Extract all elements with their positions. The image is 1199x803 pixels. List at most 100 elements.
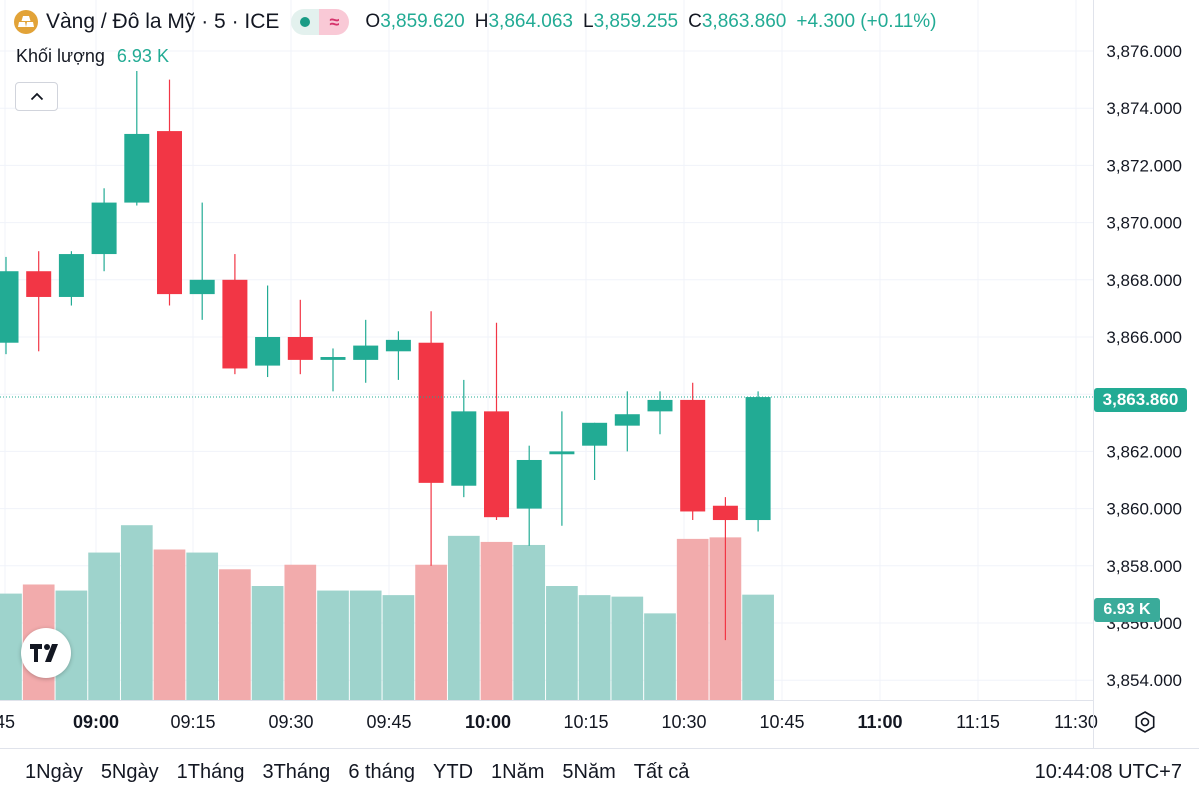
- volume-bar: [382, 595, 415, 700]
- candle-body: [614, 414, 640, 426]
- x-tick-label: 10:15: [563, 712, 608, 732]
- x-tick-label: 09:15: [170, 712, 215, 732]
- bottom-toolbar: 1Ngày 5Ngày 1Tháng 3Tháng 6 tháng YTD 1N…: [0, 748, 1199, 797]
- volume-value: 6.93 K: [116, 46, 169, 66]
- range-5d[interactable]: 5Ngày: [100, 761, 159, 783]
- volume-label: Khối lượng: [16, 46, 105, 66]
- volume-tag: 6.93 K: [1094, 598, 1160, 622]
- volume-bar: [480, 541, 513, 700]
- symbol-title[interactable]: Vàng / Đô la Mỹ · 5 · ICE: [46, 10, 280, 33]
- open-value: 3,859.620: [380, 11, 465, 32]
- candle-body: [26, 271, 52, 297]
- time-axis-border: [0, 700, 1093, 701]
- x-tick-label: 10:45: [759, 712, 804, 732]
- wave-icon: ≈: [319, 9, 350, 35]
- volume-bars: [0, 525, 774, 700]
- candle-body: [451, 411, 477, 486]
- x-tick-label: 45: [0, 712, 15, 732]
- candle-body: [58, 254, 84, 297]
- market-open-dot-icon: [291, 9, 320, 35]
- y-tick-label: 3,866.000: [1106, 328, 1182, 347]
- volume-bar: [0, 593, 22, 700]
- range-selector: 1Ngày 5Ngày 1Tháng 3Tháng 6 tháng YTD 1N…: [25, 761, 689, 784]
- candle-body: [189, 279, 215, 295]
- clock[interactable]: 10:44:08 UTC+7: [1034, 761, 1182, 783]
- symbol-header: Vàng / Đô la Mỹ · 5 · ICE ≈ O3,859.620 H…: [14, 6, 937, 38]
- volume-bar: [415, 564, 447, 700]
- close-value: 3,863.860: [701, 11, 787, 32]
- x-tick-label: 09:00: [73, 712, 119, 732]
- volume-bar: [644, 613, 676, 700]
- y-axis-ticks: 3,876.000 3,874.000 3,872.000 3,870.000 3,86…: [1106, 42, 1182, 690]
- candle-body: [255, 337, 281, 366]
- volume-bar: [186, 552, 219, 700]
- y-tick-label: 3,858.000: [1106, 557, 1182, 576]
- candle-body: [353, 345, 379, 360]
- candle-body: [124, 133, 150, 203]
- range-5y[interactable]: 5Năm: [562, 761, 616, 783]
- status-pill[interactable]: ≈: [291, 9, 350, 35]
- candle-body: [582, 422, 608, 446]
- x-tick-label: 10:30: [661, 712, 706, 732]
- x-tick-label: 10:00: [465, 712, 511, 732]
- volume-bar: [349, 590, 382, 700]
- open-label: O: [365, 11, 381, 32]
- candles: [0, 71, 771, 641]
- range-all[interactable]: Tất cả: [633, 761, 690, 783]
- y-tick-label: 3,874.000: [1106, 99, 1182, 118]
- x-tick-label: 11:15: [956, 712, 1000, 732]
- candle-body: [418, 342, 444, 483]
- tradingview-logo-icon[interactable]: [21, 628, 71, 678]
- low-label: L: [583, 11, 594, 32]
- volume-bar: [676, 538, 709, 700]
- volume-bar: [513, 544, 546, 700]
- candle-body: [287, 337, 313, 360]
- candle-body: [320, 357, 346, 360]
- y-tick-label: 3,854.000: [1106, 671, 1182, 690]
- range-6m[interactable]: 6 tháng: [348, 761, 416, 783]
- volume-bar: [88, 552, 120, 700]
- collapse-legend-button[interactable]: [15, 82, 58, 111]
- close-label: C: [688, 11, 702, 32]
- low-value: 3,859.255: [593, 11, 679, 32]
- change-value: +4.300 (+0.11%): [796, 11, 937, 32]
- candle-body: [549, 451, 575, 455]
- range-1y[interactable]: 1Năm: [491, 761, 545, 783]
- volume-bar: [611, 596, 644, 700]
- candle-body: [385, 339, 411, 352]
- settings-icon[interactable]: [1133, 710, 1157, 734]
- x-axis-ticks: 45 09:00 09:15 09:30 09:45 10:00 10:15 10:30 10:…: [0, 712, 1098, 732]
- volume-bar: [578, 595, 611, 700]
- volume-bar: [742, 594, 774, 700]
- volume-bar: [251, 586, 284, 700]
- volume-bar: [219, 569, 251, 700]
- range-3m[interactable]: 3Tháng: [262, 761, 331, 783]
- volume-bar: [447, 535, 480, 700]
- range-ytd[interactable]: YTD: [433, 761, 474, 783]
- price-axis-border: [1093, 0, 1094, 748]
- range-1m[interactable]: 1Tháng: [176, 761, 245, 783]
- gold-bars-icon[interactable]: [14, 10, 38, 34]
- high-value: 3,864.063: [488, 11, 573, 32]
- high-label: H: [474, 11, 489, 32]
- candle-body: [516, 459, 542, 509]
- price-chart[interactable]: 3,876.000 3,874.000 3,872.000 3,870.000 3,86…: [0, 0, 1199, 748]
- ohlc-values: O3,859.620 H3,864.063 L3,859.255 C3,863.…: [365, 11, 936, 33]
- x-tick-label: 11:00: [857, 712, 902, 732]
- candle-body: [647, 399, 673, 412]
- candle-body: [222, 279, 248, 369]
- candle-body: [0, 271, 19, 343]
- candle-body: [712, 505, 738, 521]
- chevron-up-icon: [30, 92, 43, 101]
- x-tick-label: 09:30: [268, 712, 313, 732]
- candle-body: [484, 411, 509, 518]
- range-1d[interactable]: 1Ngày: [25, 761, 83, 783]
- candle-body: [157, 131, 182, 295]
- candle-body: [91, 202, 117, 255]
- volume-bar: [153, 549, 186, 700]
- volume-bar: [317, 590, 349, 700]
- x-tick-label: 11:30: [1054, 712, 1098, 732]
- y-tick-label: 3,870.000: [1106, 214, 1182, 233]
- y-tick-label: 3,876.000: [1106, 42, 1182, 61]
- candle-body: [745, 397, 771, 521]
